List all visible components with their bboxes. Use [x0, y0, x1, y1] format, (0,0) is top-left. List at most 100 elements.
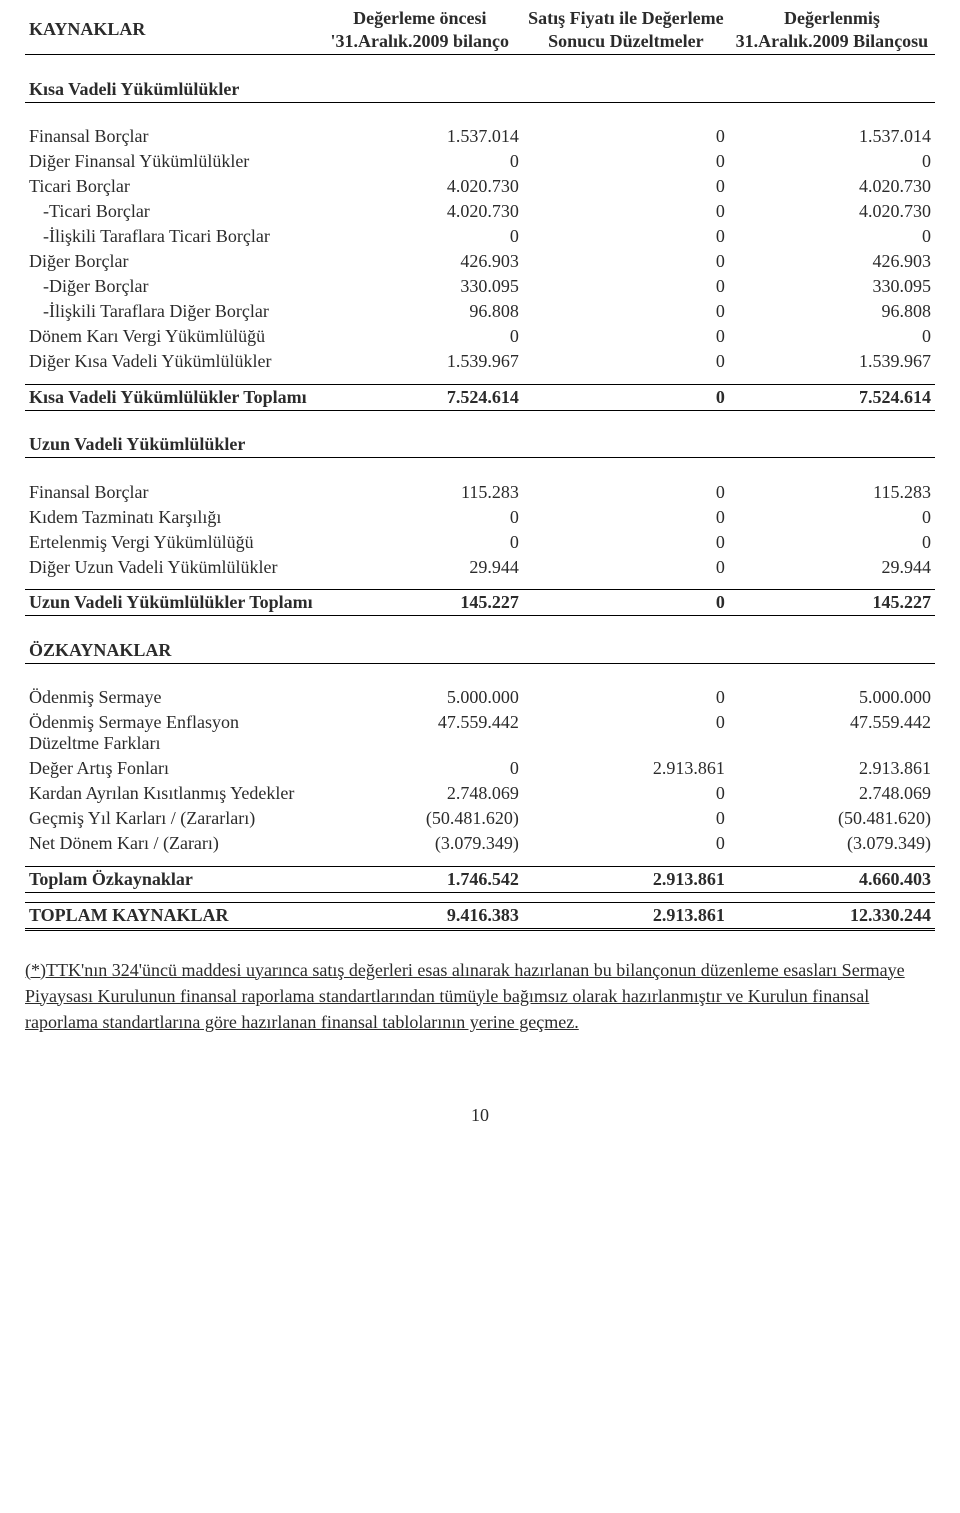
row-label: TOPLAM KAYNAKLAR — [25, 902, 317, 929]
header-col2: Satış Fiyatı ile Değerleme Sonucu Düzelt… — [523, 5, 729, 55]
grand-total-row: TOPLAM KAYNAKLAR 9.416.383 2.913.861 12.… — [25, 902, 935, 929]
row-label: Finansal Borçlar — [25, 124, 317, 149]
table-row: Kardan Ayrılan Kısıtlanmış Yedekler2.748… — [25, 781, 935, 806]
row-val-b: 0 — [523, 590, 729, 616]
row-val-b: 0 — [523, 274, 729, 299]
row-label: Uzun Vadeli Yükümlülükler Toplamı — [25, 590, 317, 616]
table-row: Geçmiş Yıl Karları / (Zararları) (50.481.… — [25, 806, 935, 831]
row-label: Kıdem Tazminatı Karşılığı — [25, 505, 317, 530]
row-val-b: 0 — [523, 505, 729, 530]
row-val-b: 2.913.861 — [523, 866, 729, 892]
row-val-c: 47.559.442 — [729, 710, 935, 756]
header-col1: Değerleme öncesi '31.Aralık.2009 bilanço — [317, 5, 523, 55]
row-val-a: 0 — [317, 505, 523, 530]
header-col0: KAYNAKLAR — [25, 5, 317, 55]
table-row: Ödenmiş Sermaye5.000.00005.000.000 — [25, 685, 935, 710]
row-val-b: 0 — [523, 384, 729, 410]
row-val-a: 96.808 — [317, 299, 523, 324]
ozk-total-row: Toplam Özkaynaklar 1.746.542 2.913.861 4… — [25, 866, 935, 892]
row-val-b: 0 — [523, 324, 729, 349]
row-val-c: 4.660.403 — [729, 866, 935, 892]
row-label: Değer Artış Fonları — [25, 756, 317, 781]
row-val-a: (3.079.349) — [317, 831, 523, 856]
row-val-a: 4.020.730 — [317, 199, 523, 224]
row-val-c: 12.330.244 — [729, 902, 935, 929]
row-val-b: 0 — [523, 781, 729, 806]
row-label: Ertelenmiş Vergi Yükümlülüğü — [25, 530, 317, 555]
kvy-total-row: Kısa Vadeli Yükümlülükler Toplamı 7.524.… — [25, 384, 935, 410]
row-val-c: (3.079.349) — [729, 831, 935, 856]
row-val-c: 0 — [729, 149, 935, 174]
row-val-c: 1.539.967 — [729, 349, 935, 374]
row-val-b: 0 — [523, 710, 729, 756]
row-label: Dönem Karı Vergi Yükümlülüğü — [25, 324, 317, 349]
row-val-c: 29.944 — [729, 555, 935, 580]
row-val-c: (50.481.620) — [729, 806, 935, 831]
row-val-b: 0 — [523, 249, 729, 274]
row-val-b: 2.913.861 — [523, 756, 729, 781]
row-val-c: 5.000.000 — [729, 685, 935, 710]
table-row: Net Dönem Karı / (Zararı)(3.079.349)0(3.… — [25, 831, 935, 856]
table-row: Finansal Borçlar1.537.01401.537.014 — [25, 124, 935, 149]
section-ozk-title: ÖZKAYNAKLAR — [25, 638, 935, 664]
row-val-c: 1.537.014 — [729, 124, 935, 149]
table-row: Kıdem Tazminatı Karşılığı000 — [25, 505, 935, 530]
row-val-a: 1.539.967 — [317, 349, 523, 374]
row-val-b: 0 — [523, 174, 729, 199]
row-label: Ticari Borçlar — [25, 174, 317, 199]
row-val-c: 4.020.730 — [729, 174, 935, 199]
row-val-a: 1.537.014 — [317, 124, 523, 149]
table-row: Ticari Borçlar4.020.73004.020.730 — [25, 174, 935, 199]
row-label: Geçmiş Yıl Karları / (Zararları) — [25, 806, 317, 831]
row-label: Net Dönem Karı / (Zararı) — [25, 831, 317, 856]
row-val-c: 2.748.069 — [729, 781, 935, 806]
uvy-total-row: Uzun Vadeli Yükümlülükler Toplamı 145.22… — [25, 590, 935, 616]
table-row: Değer Artış Fonları02.913.8612.913.861 — [25, 756, 935, 781]
row-val-a: 0 — [317, 224, 523, 249]
row-val-a: 1.746.542 — [317, 866, 523, 892]
row-val-b: 0 — [523, 685, 729, 710]
row-val-b: 0 — [523, 530, 729, 555]
row-val-c: 96.808 — [729, 299, 935, 324]
table-row: Ertelenmiş Vergi Yükümlülüğü000 — [25, 530, 935, 555]
row-val-a: 29.944 — [317, 555, 523, 580]
row-val-b: 0 — [523, 224, 729, 249]
row-label: Finansal Borçlar — [25, 480, 317, 505]
row-val-b: 0 — [523, 299, 729, 324]
row-val-a: 0 — [317, 756, 523, 781]
page-number: 10 — [25, 1105, 935, 1126]
row-label: Diğer Kısa Vadeli Yükümlülükler — [25, 349, 317, 374]
row-val-c: 426.903 — [729, 249, 935, 274]
table-row: -Ticari Borçlar4.020.73004.020.730 — [25, 199, 935, 224]
table-row: -İlişkili Taraflara Diğer Borçlar96.8080… — [25, 299, 935, 324]
row-val-a: 7.524.614 — [317, 384, 523, 410]
row-val-b: 2.913.861 — [523, 902, 729, 929]
row-val-c: 115.283 — [729, 480, 935, 505]
row-val-c: 7.524.614 — [729, 384, 935, 410]
row-label: -İlişkili Taraflara Ticari Borçlar — [25, 224, 317, 249]
row-val-b: 0 — [523, 124, 729, 149]
row-label: Ödenmiş Sermaye Enflasyon Düzeltme Farkl… — [25, 710, 317, 756]
balance-sheet-table: KAYNAKLAR Değerleme öncesi '31.Aralık.20… — [25, 5, 935, 931]
row-val-b: 0 — [523, 349, 729, 374]
row-label: Diğer Borçlar — [25, 249, 317, 274]
row-val-a: 0 — [317, 324, 523, 349]
table-row: Diğer Uzun Vadeli Yükümlülükler29.944029… — [25, 555, 935, 580]
table-row: Dönem Karı Vergi Yükümlülüğü000 — [25, 324, 935, 349]
section-uvy-title: Uzun Vadeli Yükümlülükler — [25, 432, 935, 458]
row-val-a: 426.903 — [317, 249, 523, 274]
footnote-text: (*)TTK'nın 324'üncü maddesi uyarınca sat… — [25, 957, 935, 1035]
row-val-a: 145.227 — [317, 590, 523, 616]
row-val-c: 0 — [729, 324, 935, 349]
table-row: Diğer Kısa Vadeli Yükümlülükler1.539.967… — [25, 349, 935, 374]
row-val-a: 2.748.069 — [317, 781, 523, 806]
row-val-a: 330.095 — [317, 274, 523, 299]
row-val-b: 0 — [523, 831, 729, 856]
row-label: -Ticari Borçlar — [25, 199, 317, 224]
row-val-b: 0 — [523, 480, 729, 505]
section-kvy-title: Kısa Vadeli Yükümlülükler — [25, 77, 935, 103]
row-val-c: 0 — [729, 224, 935, 249]
table-row: -Diğer Borçlar330.0950330.095 — [25, 274, 935, 299]
row-val-a: 0 — [317, 149, 523, 174]
row-label: Kısa Vadeli Yükümlülükler Toplamı — [25, 384, 317, 410]
